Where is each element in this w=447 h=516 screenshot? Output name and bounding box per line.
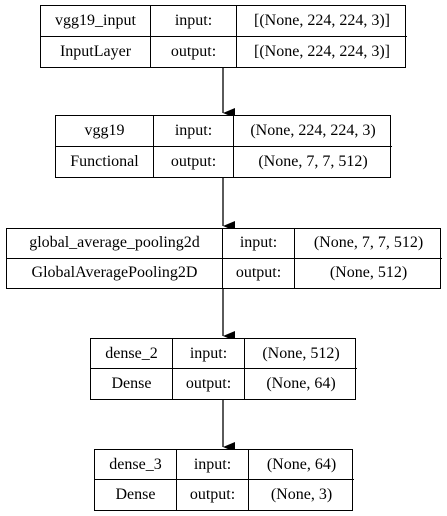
input-shape: (None, 7, 7, 512): [295, 229, 442, 259]
layer-node-dense-2: dense_2 input: (None, 512) Dense output:…: [90, 338, 357, 400]
output-label: output:: [154, 146, 234, 177]
layer-type: Dense: [91, 369, 173, 399]
layer-node-global-average-pooling2d: global_average_pooling2d input: (None, 7…: [6, 228, 442, 289]
output-shape: (None, 64): [266, 375, 336, 392]
input-label: input:: [177, 450, 249, 480]
input-label: input:: [154, 116, 234, 147]
output-shape: (None, 512): [329, 264, 408, 282]
layer-type: InputLayer: [41, 36, 151, 67]
layer-type: Functional: [56, 146, 154, 177]
layer-name: dense_3: [95, 450, 177, 480]
layer-name: global_average_pooling2d: [7, 229, 223, 259]
output-label: output:: [223, 258, 295, 288]
layer-type: GlobalAveragePooling2D: [7, 258, 223, 288]
output-shape: [(None, 224, 224, 3)]: [254, 42, 390, 60]
input-label: input:: [223, 229, 295, 259]
input-shape: (None, 512): [245, 339, 357, 369]
input-label: input:: [151, 6, 237, 37]
layer-node-dense-3: dense_3 input: (None, 64) Dense output: …: [94, 449, 354, 511]
layer-name: vgg19_input: [41, 6, 151, 37]
layer-name: vgg19: [56, 116, 154, 147]
output-shape: (None, 7, 7, 512): [258, 152, 368, 170]
input-shape: (None, 224, 224, 3): [234, 116, 392, 147]
input-shape: [(None, 224, 224, 3)]: [237, 6, 407, 37]
output-label: output:: [177, 480, 249, 510]
output-label: output:: [173, 369, 245, 399]
output-shape: (None, 3): [270, 486, 333, 503]
layer-node-vgg19-input: vgg19_input input: [(None, 224, 224, 3)]…: [40, 5, 407, 68]
output-label: output:: [151, 36, 237, 67]
input-shape: (None, 64): [249, 450, 354, 480]
input-label: input:: [173, 339, 245, 369]
layer-node-vgg19: vgg19 input: (None, 224, 224, 3) Functio…: [55, 115, 392, 178]
layer-name: dense_2: [91, 339, 173, 369]
layer-type: Dense: [95, 480, 177, 510]
